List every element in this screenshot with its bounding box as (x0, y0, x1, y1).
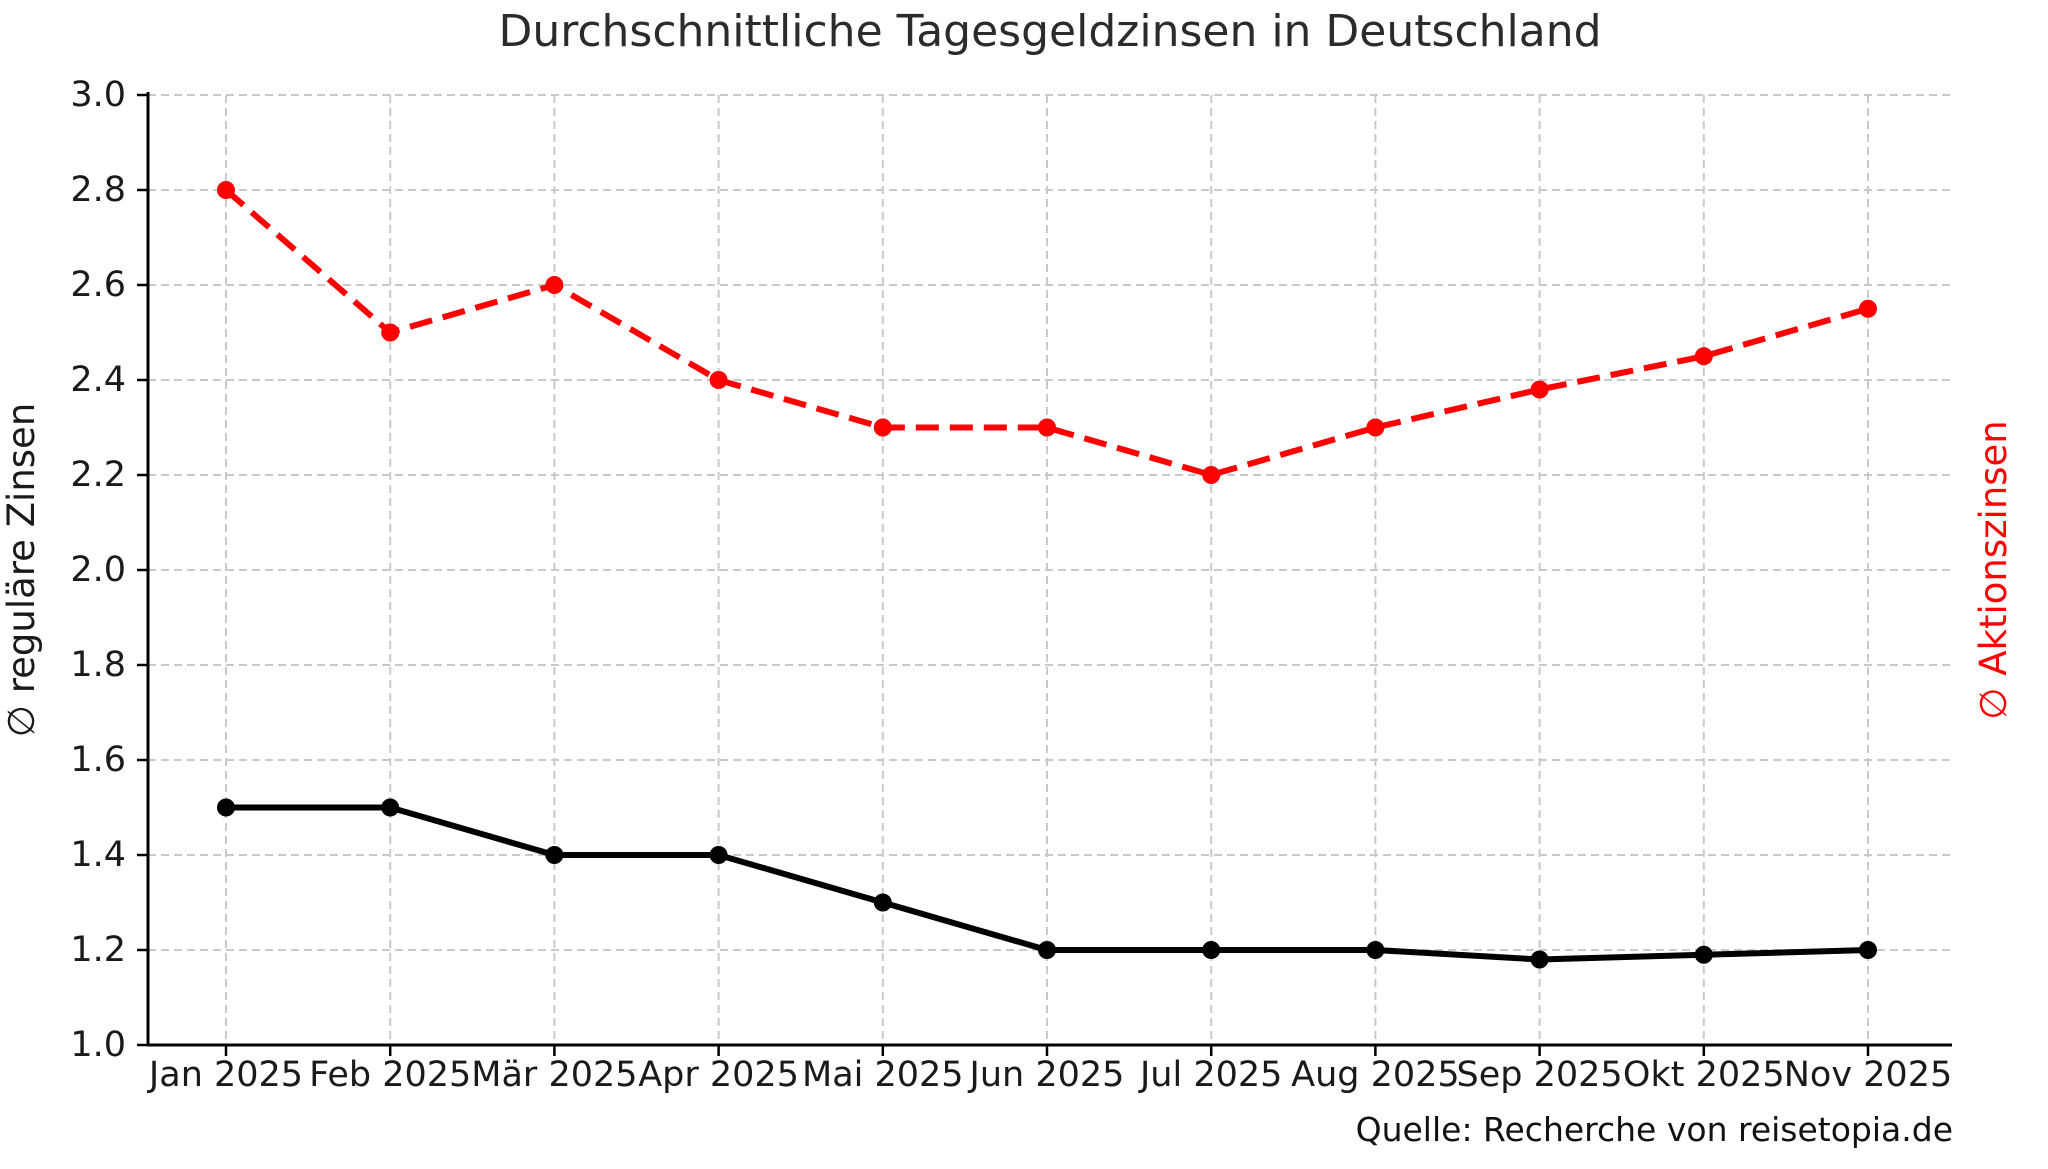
chart-title: Durchschnittliche Tagesgeldzinsen in Deu… (498, 6, 1601, 57)
data-point-reguläre-zinsen (1859, 941, 1877, 959)
y-axis-label-right: ∅ Aktionszinsen (1972, 420, 2015, 720)
y-tick-label: 1.2 (70, 930, 126, 970)
x-tick-label: Jul 2025 (1138, 1055, 1282, 1095)
x-tick-label: Nov 2025 (1784, 1055, 1953, 1095)
y-tick-label: 1.6 (70, 740, 126, 780)
x-tick-label: Okt 2025 (1623, 1055, 1785, 1095)
series-layer (217, 181, 1877, 969)
data-point-aktionszinsen (709, 371, 728, 389)
x-tick-label: Sep 2025 (1457, 1055, 1623, 1095)
data-point-reguläre-zinsen (873, 893, 892, 912)
data-point-reguläre-zinsen (1038, 941, 1056, 959)
grid-layer (148, 94, 1952, 1046)
data-point-aktionszinsen (1202, 466, 1221, 484)
data-point-reguläre-zinsen (1202, 941, 1221, 959)
x-tick-label: Apr 2025 (638, 1055, 799, 1095)
data-point-reguläre-zinsen (381, 798, 400, 817)
y-tick-label: 2.2 (70, 455, 126, 495)
y-tick-label: 2.4 (70, 360, 126, 400)
data-point-aktionszinsen (545, 276, 564, 294)
data-point-reguläre-zinsen (545, 846, 564, 864)
data-point-aktionszinsen (1366, 418, 1385, 437)
x-tick-label: Feb 2025 (309, 1055, 471, 1095)
y-tick-label: 2.0 (70, 550, 126, 590)
series-line-aktionszinsen (224, 187, 1869, 478)
y-tick-label: 3.0 (70, 75, 126, 115)
data-point-aktionszinsen (1859, 299, 1877, 318)
y-tick-label: 1.4 (70, 835, 126, 875)
x-tick-label: Jun 2025 (968, 1055, 1125, 1095)
data-point-reguläre-zinsen (709, 846, 728, 864)
data-point-aktionszinsen (1530, 380, 1549, 399)
axis-layer (137, 92, 1952, 1056)
y-axis-label-left: ∅ reguläre Zinsen (0, 403, 43, 738)
data-point-reguläre-zinsen (1694, 945, 1713, 964)
data-point-aktionszinsen (1694, 347, 1713, 366)
source-note: Quelle: Recherche von reisetopia.de (1356, 1110, 1953, 1149)
data-point-aktionszinsen (381, 323, 400, 342)
data-point-reguläre-zinsen (1366, 941, 1385, 959)
y-tick-label: 2.6 (70, 265, 126, 305)
x-tick-label: Aug 2025 (1291, 1055, 1460, 1095)
data-point-reguläre-zinsen (1530, 950, 1549, 969)
x-tick-label: Mär 2025 (471, 1055, 637, 1095)
y-tick-label: 2.8 (70, 170, 126, 210)
data-point-aktionszinsen (1038, 418, 1056, 437)
y-tick-label: 1.0 (70, 1025, 126, 1065)
x-tick-label: Jan 2025 (147, 1055, 303, 1095)
y-tick-label: 1.8 (70, 645, 126, 685)
data-point-aktionszinsen (873, 418, 892, 437)
data-point-aktionszinsen (217, 181, 235, 199)
data-point-reguläre-zinsen (217, 798, 235, 817)
tick-label-layer: 1.0 1.2 1.4 1.6 1.8 2.0 2.2 2.4 2.6 2.8 3.0 Jan 202… (70, 75, 1952, 1095)
x-tick-label: Mai 2025 (802, 1055, 964, 1095)
